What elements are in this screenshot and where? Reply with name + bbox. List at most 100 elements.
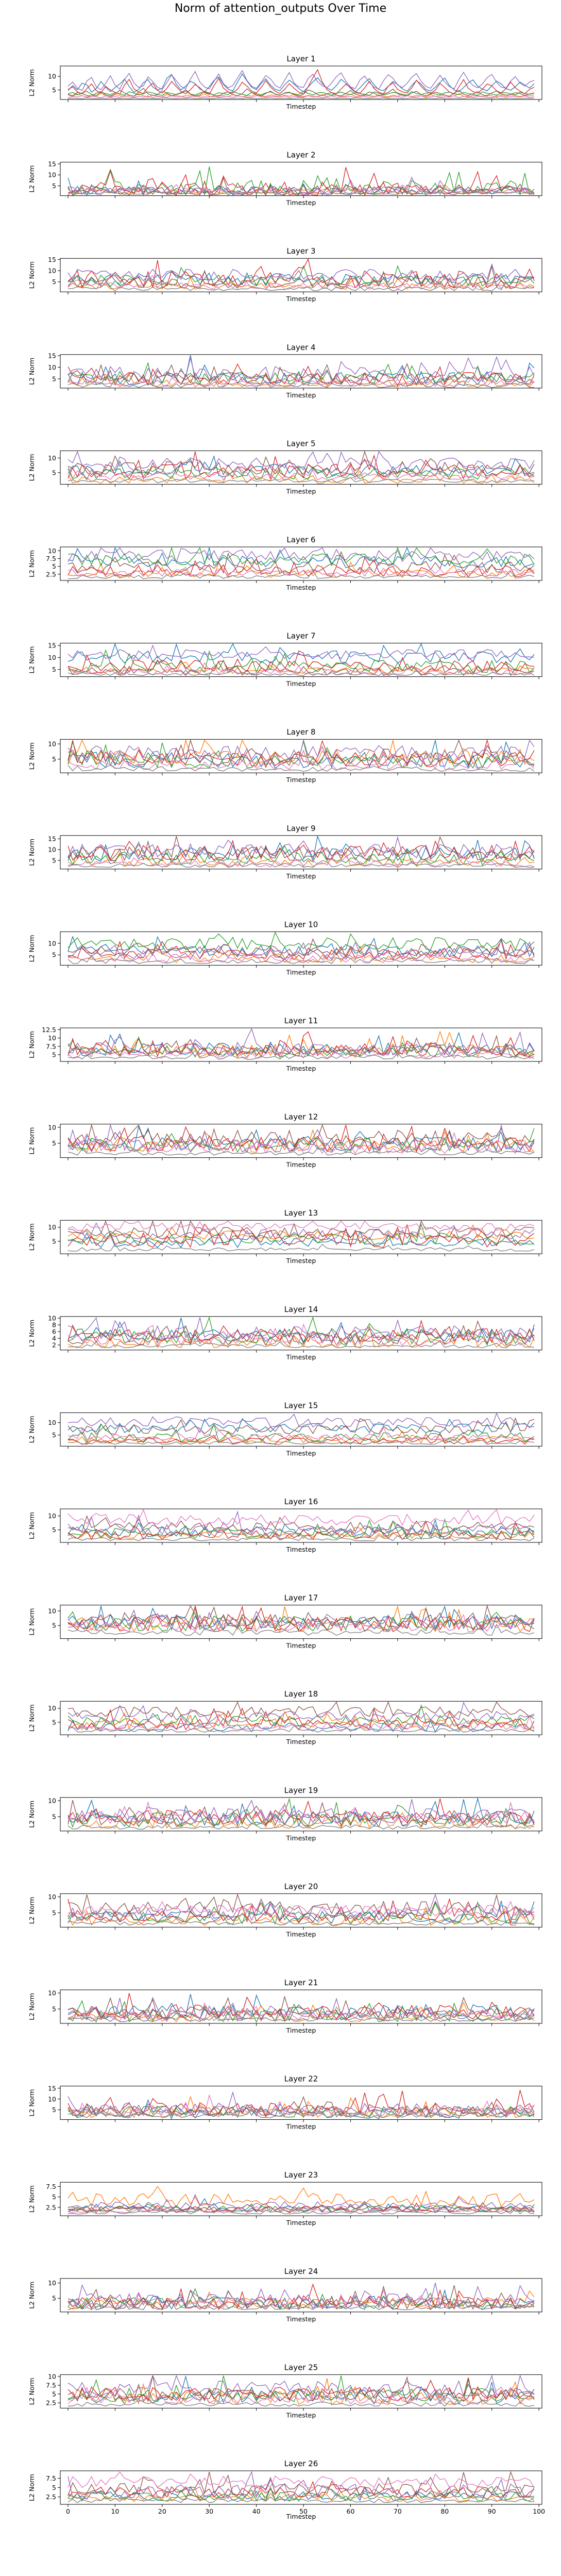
- layer-9-series-6-line: [67, 836, 535, 862]
- layer-17-title: Layer 17: [284, 1593, 318, 1603]
- layer-1-ylabel: L2 Norm: [28, 69, 36, 96]
- layer-11-series-6-line: [67, 1035, 535, 1057]
- layer-21-xlabel: Timestep: [286, 2026, 316, 2034]
- layer-17-series-8-line: [67, 1623, 535, 1636]
- layer-13-series-8-line: [67, 1243, 535, 1252]
- layer-6-series-8-line: [67, 570, 535, 579]
- layer-11-ytick-label: 5: [52, 1051, 56, 1059]
- layer-20-series-4-line: [67, 1898, 535, 1924]
- layer-16-axes-frame: [60, 1508, 542, 1543]
- layer-4-xlabel: Timestep: [286, 391, 316, 399]
- layer-3-series-5-line: [67, 263, 535, 281]
- layer-5-ytick-label: 5: [52, 469, 56, 476]
- layer-7-series-5-line: [67, 644, 535, 659]
- layer-12-xlabel: Timestep: [286, 1161, 316, 1169]
- layer-17-ylabel: L2 Norm: [28, 1608, 36, 1636]
- layer-3-series-7-line: [67, 275, 535, 290]
- layer-10-ylabel: L2 Norm: [28, 935, 36, 962]
- layer-22-series-5-line: [67, 2091, 535, 2115]
- layer-11-ytick-label: 10: [48, 1034, 56, 1042]
- layer-10-series-8-line: [67, 954, 535, 964]
- layer-10-ytick-label: 5: [52, 951, 56, 959]
- layer-8-series-7-line: [67, 749, 535, 771]
- layer-4-series-6-line: [67, 363, 535, 386]
- layer-25-axes-frame: [60, 2374, 542, 2408]
- layer-19-series-7-line: [67, 1801, 535, 1824]
- layer-19-ytick-label: 10: [48, 1797, 56, 1804]
- layer-17-xlabel: Timestep: [286, 1642, 316, 1650]
- layer-8-ytick-label: 10: [48, 740, 56, 748]
- layer-25-ytick-label: 10: [48, 2372, 56, 2380]
- layer-12-series-6-line: [67, 1123, 535, 1147]
- layer-23-title: Layer 23: [284, 2170, 318, 2180]
- layer-20-series-8-line: [67, 1918, 535, 1926]
- layer-13-series-3-line: [67, 1223, 535, 1245]
- layer-26-xtick-label: 60: [347, 2507, 355, 2515]
- layer-19-series-1-line: [67, 1797, 535, 1827]
- layer-11-ytick-label: 12.5: [42, 1026, 56, 1034]
- layer-12-series-4-line: [67, 1125, 535, 1153]
- layer-9-title: Layer 9: [286, 824, 315, 833]
- layer-25-ytick-label: 2.5: [46, 2399, 56, 2407]
- layer-18-series-8-line: [67, 1725, 535, 1733]
- layer-3-series-8-line: [67, 281, 535, 292]
- layer-18-series-3-line: [67, 1704, 535, 1727]
- layer-22-series-8-line: [67, 2108, 535, 2118]
- layer-5-ytick-label: 10: [48, 454, 56, 462]
- layer-22-title: Layer 22: [284, 2074, 318, 2084]
- layer-18-xlabel: Timestep: [286, 1738, 316, 1746]
- layer-26-xtick-label: 80: [440, 2507, 449, 2515]
- layer-16-title: Layer 16: [284, 1497, 318, 1506]
- layer-22-ytick-label: 15: [48, 2084, 56, 2092]
- layer-25-series-3-line: [67, 2375, 535, 2403]
- layer-13-ytick-label: 5: [52, 1237, 56, 1245]
- layer-6-xlabel: Timestep: [286, 584, 316, 591]
- layer-7-series-7-line: [67, 662, 535, 676]
- layer-15-ylabel: L2 Norm: [28, 1416, 36, 1443]
- layer-1-series-6-line: [67, 88, 535, 97]
- layer-8-ylabel: L2 Norm: [28, 742, 36, 770]
- layer-19-xlabel: Timestep: [286, 1834, 316, 1842]
- layer-26-xtick-label: 100: [533, 2507, 545, 2515]
- layer-7-title: Layer 7: [286, 631, 315, 641]
- layer-6-ylabel: L2 Norm: [28, 550, 36, 577]
- layer-6-series-5-line: [67, 547, 535, 563]
- layer-23-ytick-label: 7.5: [46, 2183, 56, 2190]
- layer-17-series-5-line: [67, 1609, 535, 1631]
- layer-26-xtick-label: 90: [488, 2507, 496, 2515]
- layer-3-axes-frame: [60, 258, 542, 292]
- layer-17-series-6-line: [67, 1604, 535, 1628]
- layer-16-series-2-line: [67, 1526, 535, 1540]
- layer-8-xlabel: Timestep: [286, 776, 316, 784]
- layer-26-ytick-label: 7.5: [46, 2474, 56, 2482]
- layer-15-ytick-label: 5: [52, 1431, 56, 1439]
- layer-6-ytick-label: 10: [48, 547, 56, 555]
- layer-2-series-8-line: [67, 190, 535, 195]
- layer-14-ytick-label: 6: [52, 1328, 56, 1336]
- layer-20-series-6-line: [67, 1893, 535, 1917]
- layer-8-ytick-label: 5: [52, 755, 56, 763]
- layer-4-ytick-label: 15: [48, 352, 56, 360]
- layer-9-series-8-line: [67, 860, 535, 868]
- layer-21-title: Layer 21: [284, 1978, 318, 1987]
- layer-23-ytick-label: 5: [52, 2193, 56, 2201]
- layer-25-xlabel: Timestep: [286, 2411, 316, 2419]
- layer-6-series-1-line: [67, 546, 535, 568]
- layer-1-series-7-line: [67, 95, 535, 98]
- layer-26-series-6-line: [67, 2471, 535, 2497]
- layer-14-ytick-label: 8: [52, 1321, 56, 1329]
- layer-26-xtick-label: 30: [205, 2507, 213, 2515]
- layer-8-axes-frame: [60, 739, 542, 773]
- layer-13-ytick-label: 10: [48, 1223, 56, 1231]
- layer-5-series-2-line: [67, 469, 535, 484]
- layer-4-ytick-label: 10: [48, 363, 56, 371]
- layer-18-ytick-label: 10: [48, 1704, 56, 1712]
- layer-14-series-6-line: [67, 1320, 535, 1347]
- layer-24-ylabel: L2 Norm: [28, 2282, 36, 2309]
- layer-25-title: Layer 25: [284, 2363, 318, 2372]
- layer-4-series-4-line: [67, 363, 535, 387]
- layer-25-series-8-line: [67, 2399, 535, 2407]
- layer-21-series-7-line: [67, 2002, 535, 2022]
- layer-10-series-7-line: [67, 950, 535, 963]
- layer-22-xlabel: Timestep: [286, 2123, 316, 2131]
